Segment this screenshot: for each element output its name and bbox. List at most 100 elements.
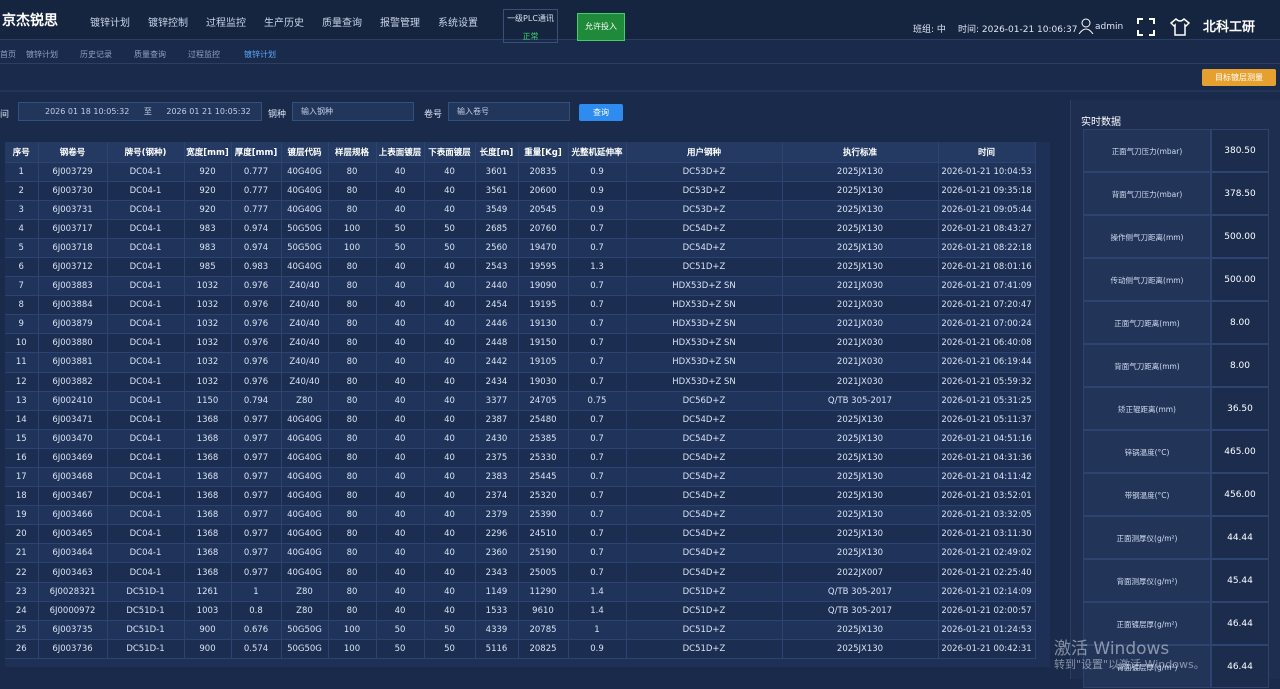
steel-input[interactable]: 输入钢种 bbox=[292, 102, 414, 121]
tab[interactable]: 历史记录 bbox=[80, 50, 112, 59]
table-cell: 2026-01-21 10:04:53 bbox=[938, 162, 1036, 182]
realtime-panel: 实时数据 正面气刀压力(mbar) 380.50 背面气刀压力(mbar) 378.5… bbox=[1070, 100, 1280, 688]
table-cell: 6J003729 bbox=[38, 162, 108, 182]
table-cell: 11290 bbox=[518, 582, 569, 602]
metric-label: 背面测厚仪(g/m²) bbox=[1083, 559, 1211, 602]
table-cell: 2025JX130 bbox=[782, 181, 939, 201]
table-row[interactable]: 7 6J003883 DC04-1 1032 0.976 Z40/40 80 40 40 2440… bbox=[5, 276, 1036, 297]
table-row[interactable]: 18 6J003467 DC04-1 1368 0.977 40G40G 80 40 40 237… bbox=[5, 486, 1036, 507]
table-cell: DC04-1 bbox=[107, 295, 185, 316]
table-cell: 0.7 bbox=[568, 333, 627, 354]
table-row[interactable]: 22 6J003463 DC04-1 1368 0.977 40G40G 80 40 40 234… bbox=[5, 562, 1036, 583]
table-cell: 2025JX130 bbox=[782, 639, 939, 659]
table-cell: 11 bbox=[5, 352, 39, 373]
table-row[interactable]: 14 6J003471 DC04-1 1368 0.977 40G40G 80 40 40 238… bbox=[5, 410, 1036, 430]
panel-title: 实时数据 bbox=[1081, 117, 1121, 128]
table-cell: 40G40G bbox=[281, 181, 329, 201]
date-range[interactable]: 2026 01 18 10:05:32 至 2026 01 21 10:05:3… bbox=[18, 102, 262, 121]
nav-item[interactable]: 镀锌计划 bbox=[90, 18, 130, 29]
table-row[interactable]: 4 6J003717 DC04-1 983 0.974 50G50G 100 50 50 2685… bbox=[5, 219, 1036, 239]
table-cell: 50G50G bbox=[281, 620, 329, 640]
table-cell: 1368 bbox=[184, 505, 232, 526]
tab[interactable]: 过程监控 bbox=[188, 50, 220, 59]
divider bbox=[0, 90, 1280, 92]
nav-item[interactable]: 质量查询 bbox=[322, 18, 362, 29]
table-cell: 1.3 bbox=[568, 257, 627, 278]
fullscreen-icon[interactable] bbox=[1137, 18, 1155, 36]
query-button[interactable]: 查询 bbox=[579, 104, 623, 121]
table-cell: DC54D+Z bbox=[626, 238, 783, 258]
table-cell: 2026-01-21 02:14:09 bbox=[938, 582, 1036, 602]
table-cell: 2560 bbox=[475, 238, 519, 258]
table-cell: 1032 bbox=[184, 314, 232, 335]
table-cell: DC53D+Z bbox=[626, 162, 783, 182]
table-cell: 6J003884 bbox=[38, 295, 108, 316]
tab[interactable]: 首页 bbox=[0, 50, 16, 59]
table-cell: 14 bbox=[5, 410, 39, 430]
table-cell: 2026-01-21 09:35:18 bbox=[938, 181, 1036, 201]
table-row[interactable]: 12 6J003882 DC04-1 1032 0.976 Z40/40 80 40 40 243… bbox=[5, 372, 1036, 392]
table-row[interactable]: 6 6J003712 DC04-1 985 0.983 40G40G 80 40 40 2543 1… bbox=[5, 257, 1036, 278]
nav-item[interactable]: 过程监控 bbox=[206, 18, 246, 29]
nav-item[interactable]: 生产历史 bbox=[264, 18, 304, 29]
table-cell: 2375 bbox=[475, 448, 519, 469]
table-row[interactable]: 2 6J003730 DC04-1 920 0.777 40G40G 80 40 40 3561 2… bbox=[5, 181, 1036, 201]
tab[interactable]: 质量查询 bbox=[134, 50, 166, 59]
table-row[interactable]: 10 6J003880 DC04-1 1032 0.976 Z40/40 80 40 40 244… bbox=[5, 333, 1036, 354]
table-row[interactable]: 9 6J003879 DC04-1 1032 0.976 Z40/40 80 40 40 2446… bbox=[5, 314, 1036, 335]
metric-label: 正面气刀距离(mm) bbox=[1083, 301, 1211, 344]
table-cell: 6J003883 bbox=[38, 276, 108, 297]
coil-input[interactable]: 输入卷号 bbox=[448, 102, 570, 121]
user-icon[interactable] bbox=[1078, 18, 1094, 34]
table-row[interactable]: 8 6J003884 DC04-1 1032 0.976 Z40/40 80 40 40 2454… bbox=[5, 295, 1036, 316]
table-cell: 6J003466 bbox=[38, 505, 108, 526]
metric-label: 锌锅温度(°C) bbox=[1083, 430, 1211, 473]
table-cell: 2026-01-21 01:24:53 bbox=[938, 620, 1036, 640]
table-cell: 1032 bbox=[184, 372, 232, 392]
table-row[interactable]: 3 6J003731 DC04-1 920 0.777 40G40G 80 40 40 3549 2… bbox=[5, 200, 1036, 220]
table-row[interactable]: 26 6J003736 DC51D-1 900 0.574 50G50G 100 50 50 51… bbox=[5, 639, 1036, 659]
table-cell: 1032 bbox=[184, 352, 232, 373]
tab[interactable]: 镀锌计划 bbox=[244, 50, 276, 59]
table-row[interactable]: 15 6J003470 DC04-1 1368 0.977 40G40G 80 40 40 243… bbox=[5, 429, 1036, 449]
table-cell: 40 bbox=[376, 333, 425, 354]
table-cell: Q/TB 305-2017 bbox=[782, 391, 939, 411]
table-row[interactable]: 23 6J0028321 DC51D-1 1261 1 Z80 80 40 40 1149 1129… bbox=[5, 582, 1036, 602]
column-header: 时间 bbox=[938, 142, 1036, 163]
table-row[interactable]: 13 6J002410 DC04-1 1150 0.794 Z80 80 40 40 3377 24… bbox=[5, 391, 1036, 411]
target-button[interactable]: 目标镀层测量 bbox=[1202, 69, 1276, 86]
table-row[interactable]: 24 6J0000972 DC51D-1 1003 0.8 Z80 80 40 40 1533 96… bbox=[5, 601, 1036, 621]
table-cell: 2026-01-21 03:32:05 bbox=[938, 505, 1036, 526]
table-cell: 985 bbox=[184, 257, 232, 278]
table-cell: 1368 bbox=[184, 467, 232, 488]
table-row[interactable]: 25 6J003735 DC51D-1 900 0.676 50G50G 100 50 50 43… bbox=[5, 620, 1036, 640]
start-date: 2026 01 18 10:05:32 bbox=[45, 107, 130, 116]
table-row[interactable]: 11 6J003881 DC04-1 1032 0.976 Z40/40 80 40 40 244… bbox=[5, 352, 1036, 373]
table-row[interactable]: 16 6J003469 DC04-1 1368 0.977 40G40G 80 40 40 237… bbox=[5, 448, 1036, 469]
table-cell: 920 bbox=[184, 181, 232, 201]
table-cell: DC04-1 bbox=[107, 391, 185, 411]
table-row[interactable]: 19 6J003466 DC04-1 1368 0.977 40G40G 80 40 40 237… bbox=[5, 505, 1036, 526]
nav-item[interactable]: 报警管理 bbox=[380, 18, 420, 29]
table-cell: HDX53D+Z SN bbox=[626, 333, 783, 354]
table-row[interactable]: 17 6J003468 DC04-1 1368 0.977 40G40G 80 40 40 238… bbox=[5, 467, 1036, 488]
table-cell: DC04-1 bbox=[107, 314, 185, 335]
nav-item[interactable]: 系统设置 bbox=[438, 18, 478, 29]
table-cell: 3377 bbox=[475, 391, 519, 411]
column-header: 序号 bbox=[5, 142, 39, 163]
nav-item[interactable]: 镀锌控制 bbox=[148, 18, 188, 29]
skin-icon[interactable] bbox=[1170, 18, 1190, 36]
filter-label: 钢种 bbox=[268, 110, 287, 120]
table-row[interactable]: 1 6J003729 DC04-1 920 0.777 40G40G 80 40 40 3601 2… bbox=[5, 162, 1036, 182]
user-name[interactable]: admin bbox=[1095, 22, 1124, 32]
table-cell: 0.976 bbox=[231, 276, 282, 297]
table-row[interactable]: 21 6J003464 DC04-1 1368 0.977 40G40G 80 40 40 236… bbox=[5, 543, 1036, 564]
tab[interactable]: 镀锌计划 bbox=[26, 50, 58, 59]
table-cell: 22 bbox=[5, 562, 39, 583]
allow-button[interactable]: 允许投入 bbox=[577, 13, 625, 41]
table-row[interactable]: 20 6J003465 DC04-1 1368 0.977 40G40G 80 40 40 229… bbox=[5, 524, 1036, 545]
table-row[interactable]: 5 6J003718 DC04-1 983 0.974 50G50G 100 50 50 2560… bbox=[5, 238, 1036, 258]
table-cell: DC04-1 bbox=[107, 257, 185, 278]
table-cell: 40G40G bbox=[281, 448, 329, 469]
table-cell: DC51D+Z bbox=[626, 257, 783, 278]
